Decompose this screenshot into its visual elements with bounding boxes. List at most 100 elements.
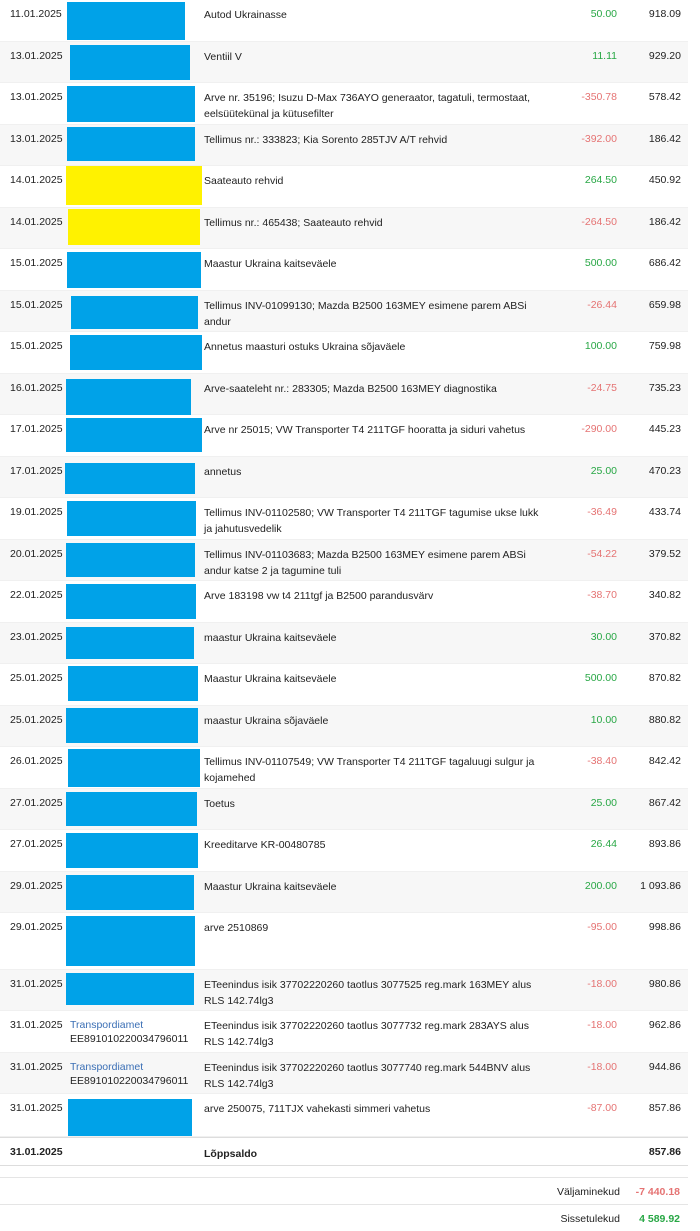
transaction-date: 13.01.2025 — [10, 133, 63, 145]
transaction-description: Arve-saateleht nr.: 283305; Mazda B2500 … — [204, 383, 497, 395]
counterparty-account: EE891010220034796011 — [70, 1075, 189, 1087]
transaction-balance: 893.86 — [648, 838, 681, 850]
transaction-row: 31.01.2025 arve 250075, 711TJX vahekasti … — [0, 1094, 688, 1137]
transaction-date: 20.01.2025 — [10, 548, 63, 560]
transaction-date: 17.01.2025 — [10, 423, 63, 435]
transaction-amount: -290.00 — [581, 423, 617, 435]
transaction-balance: 998.86 — [648, 921, 681, 933]
transaction-balance: 186.42 — [648, 133, 681, 145]
transaction-amount: 30.00 — [590, 631, 617, 643]
transaction-date: 29.01.2025 — [10, 880, 63, 892]
transaction-row: 13.01.2025 Tellimus nr.: 333823; Kia Sore… — [0, 125, 688, 166]
redaction-box — [67, 86, 195, 122]
transaction-balance: 929.20 — [648, 50, 681, 62]
transaction-balance: 370.82 — [648, 631, 681, 643]
transaction-description: ETeenindus isik 37702220260 taotlus 3077… — [204, 979, 532, 1007]
transaction-row: 31.01.2025 Transpordiamet EE89101022003479… — [0, 1011, 688, 1053]
transaction-row: 27.01.2025 Kreeditarve KR-00480785 26.44 89… — [0, 830, 688, 872]
transaction-description: Tellimus nr.: 333823; Kia Sorento 285TJV… — [204, 134, 448, 146]
transaction-date: 17.01.2025 — [10, 465, 63, 477]
transaction-date: 16.01.2025 — [10, 382, 63, 394]
transaction-date: 25.01.2025 — [10, 672, 63, 684]
transaction-row: 14.01.2025 Saateauto rehvid 264.50 450.92 — [0, 166, 688, 208]
transaction-balance: 759.98 — [648, 340, 681, 352]
redaction-box — [68, 1099, 192, 1136]
transaction-description: arve 250075, 711TJX vahekasti simmeri va… — [204, 1103, 431, 1115]
transaction-amount: -95.00 — [587, 921, 617, 933]
transaction-date: 26.01.2025 — [10, 755, 63, 767]
transaction-description: Maastur Ukraina kaitseväele — [204, 258, 337, 270]
transaction-description: Arve nr 25015; VW Transporter T4 211TGF … — [204, 424, 526, 436]
transaction-amount: 25.00 — [590, 797, 617, 809]
outgoing-value: -7 440.18 — [635, 1186, 680, 1198]
transaction-description: Maastur Ukraina kaitseväele — [204, 673, 337, 685]
redaction-box — [66, 708, 198, 743]
transaction-balance: 659.98 — [648, 299, 681, 311]
transaction-row: 11.01.2025 Autod Ukrainasse 50.00 918.09 — [0, 0, 688, 42]
transaction-row: 31.01.2025 Transpordiamet EE89101022003479… — [0, 1053, 688, 1094]
redaction-box — [67, 2, 185, 40]
redaction-box — [67, 252, 201, 288]
redaction-box — [68, 209, 200, 245]
redaction-box — [66, 584, 196, 619]
transaction-description: ETeenindus isik 37702220260 taotlus 3077… — [204, 1020, 529, 1048]
transaction-row: 19.01.2025 Tellimus INV-01102580; VW Tran… — [0, 498, 688, 540]
transaction-row: 27.01.2025 Toetus 25.00 867.42 — [0, 789, 688, 830]
transaction-row: 13.01.2025 Ventiil V 11.11 929.20 — [0, 42, 688, 83]
outgoing-summary: Väljaminekud -7 440.18 — [0, 1177, 688, 1204]
transaction-balance: 379.52 — [648, 548, 681, 560]
transaction-description: ETeenindus isik 37702220260 taotlus 3077… — [204, 1062, 531, 1090]
transaction-balance: 918.09 — [648, 8, 681, 20]
transaction-amount: -264.50 — [581, 216, 617, 228]
transaction-amount: -350.78 — [581, 91, 617, 103]
transaction-date: 13.01.2025 — [10, 91, 63, 103]
transaction-date: 14.01.2025 — [10, 174, 63, 186]
transaction-balance: 186.42 — [648, 216, 681, 228]
transaction-amount: -392.00 — [581, 133, 617, 145]
closing-balance: 857.86 — [648, 1146, 681, 1158]
transaction-amount: 200.00 — [584, 880, 617, 892]
transaction-date: 27.01.2025 — [10, 838, 63, 850]
transaction-balance: 842.42 — [648, 755, 681, 767]
transaction-balance: 340.82 — [648, 589, 681, 601]
transaction-date: 22.01.2025 — [10, 589, 63, 601]
counterparty-name[interactable]: Transpordiamet — [70, 1061, 144, 1073]
transaction-amount: -18.00 — [587, 1061, 617, 1073]
transaction-date: 23.01.2025 — [10, 631, 63, 643]
transaction-balance: 578.42 — [648, 91, 681, 103]
transaction-balance: 450.92 — [648, 174, 681, 186]
transaction-description: Tellimus INV-01103683; Mazda B2500 163ME… — [204, 549, 526, 577]
statement: 11.01.2025 Autod Ukrainasse 50.00 918.09 13.… — [0, 0, 688, 1225]
transaction-balance: 686.42 — [648, 257, 681, 269]
transaction-balance: 433.74 — [648, 506, 681, 518]
transaction-row: 23.01.2025 maastur Ukraina kaitseväele 30.… — [0, 623, 688, 664]
transaction-description: Ventiil V — [204, 51, 242, 63]
transaction-balance: 445.23 — [648, 423, 681, 435]
outgoing-label: Väljaminekud — [556, 1186, 620, 1198]
transaction-description: Toetus — [204, 798, 235, 810]
incoming-value: 4 589.92 — [639, 1213, 680, 1225]
transaction-date: 13.01.2025 — [10, 50, 63, 62]
transaction-date: 31.01.2025 — [10, 1102, 63, 1114]
transaction-balance: 735.23 — [648, 382, 681, 394]
redaction-box — [66, 792, 197, 826]
closing-balance-row: 31.01.2025 Lõppsaldo 857.86 — [0, 1137, 688, 1166]
transaction-amount: -18.00 — [587, 1019, 617, 1031]
incoming-summary: Sissetulekud 4 589.92 — [0, 1204, 688, 1231]
redaction-box — [68, 666, 198, 701]
transaction-date: 15.01.2025 — [10, 257, 63, 269]
transaction-amount: 11.11 — [592, 50, 617, 62]
transaction-description: annetus — [204, 466, 242, 478]
transaction-row: 13.01.2025 Arve nr. 35196; Isuzu D-Max 73… — [0, 83, 688, 125]
counterparty-name[interactable]: Transpordiamet — [70, 1019, 144, 1031]
redaction-box — [66, 833, 198, 868]
redaction-box — [66, 627, 194, 659]
counterparty: Transpordiamet EE891010220034796011 — [70, 1060, 188, 1088]
transaction-amount: 50.00 — [590, 8, 617, 20]
transaction-description: Tellimus nr.: 465438; Saateauto rehvid — [204, 217, 383, 229]
transaction-date: 31.01.2025 — [10, 978, 63, 990]
closing-label: Lõppsaldo — [204, 1148, 258, 1160]
transaction-description: Kreeditarve KR-00480785 — [204, 839, 326, 851]
transaction-amount: 10.00 — [590, 714, 617, 726]
transaction-row: 20.01.2025 Tellimus INV-01103683; Mazda B… — [0, 540, 688, 581]
